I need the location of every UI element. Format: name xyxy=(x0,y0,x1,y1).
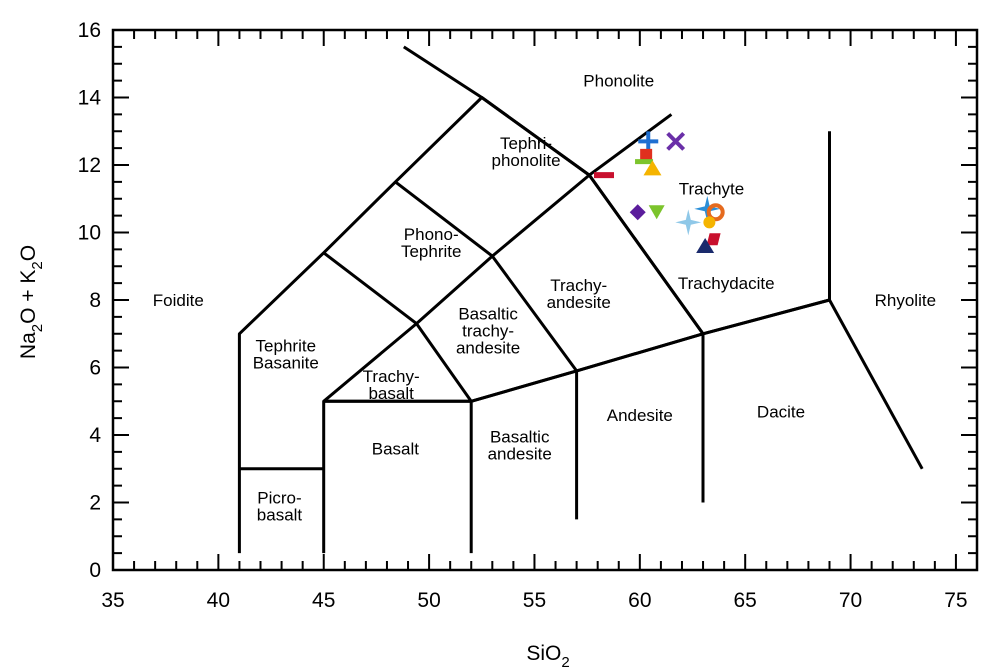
x-tick-label: 65 xyxy=(734,589,757,612)
field-label: Rhyolite xyxy=(875,291,936,310)
y-tick-label: 12 xyxy=(78,154,101,177)
plot-frame xyxy=(111,28,979,572)
x-tick-label: 75 xyxy=(944,589,967,612)
x-tick-label: 40 xyxy=(207,589,230,612)
data-points xyxy=(594,131,725,253)
field-boundary xyxy=(828,299,924,470)
data-point-triangle xyxy=(643,160,662,176)
data-point-hline xyxy=(635,159,654,165)
data-point-circle xyxy=(703,216,716,229)
x-tick-label: 45 xyxy=(312,589,335,612)
field-label: Tephrite Basanite xyxy=(253,337,319,373)
field-label: Trachy-andesite xyxy=(547,276,611,312)
field-boundary xyxy=(394,180,578,372)
field-label: Dacite xyxy=(757,402,805,421)
data-point-plus xyxy=(638,131,659,152)
field-boundary xyxy=(322,113,673,554)
y-tick-label: 8 xyxy=(89,289,101,312)
data-point-parallelogram xyxy=(706,233,721,246)
field-boundary xyxy=(322,251,473,403)
y-tick-label: 6 xyxy=(89,357,101,380)
x-tick-label: 35 xyxy=(101,589,124,612)
data-point-diamond xyxy=(629,204,646,221)
field-label: Basaltic andesite xyxy=(488,428,552,464)
field-labels: Foidite Phonolite Tephri-phonolite Phono-Te… xyxy=(153,72,936,525)
field-label: Picro-basalt xyxy=(257,488,303,524)
field-label: Phono-Tephrite xyxy=(401,225,461,261)
x-tick-label: 55 xyxy=(523,589,546,612)
y-tick-label: 10 xyxy=(78,222,101,245)
field-boundaries xyxy=(237,45,924,554)
y-tick-label: 4 xyxy=(89,424,101,447)
field-label: Basaltic trachy-andesite xyxy=(456,304,520,357)
data-point-square xyxy=(640,148,653,161)
tick-labels: 35 40 45 50 55 60 65 70 75 0 2 4 6 8 10 12 14 16 xyxy=(78,19,968,612)
x-tick-label: 70 xyxy=(839,589,862,612)
x-axis-title: SiO2 xyxy=(526,642,569,669)
x-tick-label: 50 xyxy=(417,589,440,612)
field-label: Trachydacite xyxy=(678,274,775,293)
data-point-triangle-down xyxy=(648,205,665,220)
field-boundary xyxy=(402,45,705,335)
field-label: Phonolite xyxy=(583,72,654,91)
field-label: Andesite xyxy=(607,406,673,425)
field-label: Tephri-phonolite xyxy=(492,134,561,170)
data-point-star xyxy=(694,195,721,222)
y-tick-label: 2 xyxy=(89,492,101,515)
data-point-triangle xyxy=(696,238,715,253)
field-label: Foidite xyxy=(153,291,204,310)
y-tick-label: 14 xyxy=(78,87,102,110)
data-point-circle-open xyxy=(706,203,725,222)
y-tick-label: 0 xyxy=(89,559,101,582)
plot-border xyxy=(111,28,979,572)
data-point-dash xyxy=(594,172,615,179)
data-point-cross xyxy=(666,131,686,151)
data-point-star xyxy=(675,209,702,236)
x-tick-label: 60 xyxy=(628,589,651,612)
field-label: Trachyte xyxy=(679,180,745,199)
field-label: Basalt xyxy=(372,440,420,459)
field-label: Trachy-basalt xyxy=(363,367,420,403)
y-tick-label: 16 xyxy=(78,19,101,42)
y-axis-title: Na2O + K2O xyxy=(17,245,46,359)
